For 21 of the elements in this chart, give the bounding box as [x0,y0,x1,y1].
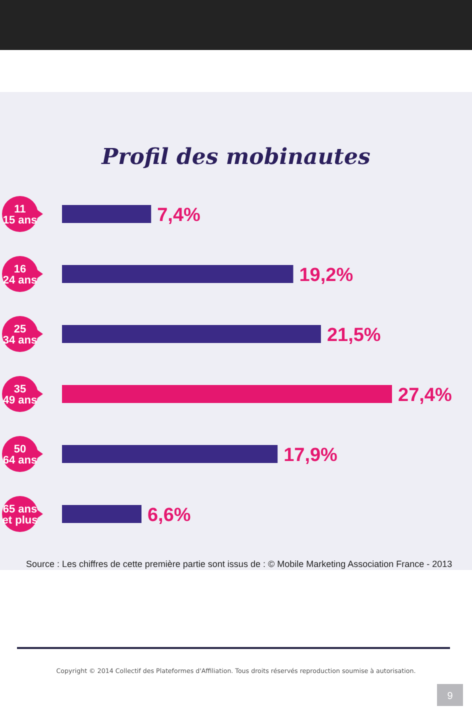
data-label: 19,2% [299,265,354,286]
bar [62,385,392,403]
data-label: 21,5% [326,325,381,346]
y-tick-label: 35 49 ans [2,384,38,406]
y-tick-label: 16 24 ans [2,264,38,286]
text: 9 [447,691,454,702]
bar [62,325,321,343]
data-label: 27,4% [398,385,452,406]
y-tick-label: 50 64 ans [2,444,38,466]
bar [62,265,294,283]
y-tick-label: 65 ans et plus [2,504,38,526]
data-label: 17,9% [284,445,338,466]
source-note: Source : Les chiffres de cette première partie sont issus de : © Mobile Marketing Association France - 2013 [26,559,452,569]
data-label: 7,4% [157,205,201,226]
data-label: 6,6% [147,505,191,526]
y-tick-label: 25 34 ans [2,324,38,346]
y-tick-label: 11 15 ans [2,204,38,226]
bar [62,205,152,223]
bar [62,505,142,523]
chart-title: Profil des mobinautes [100,144,370,170]
bar [62,445,278,463]
